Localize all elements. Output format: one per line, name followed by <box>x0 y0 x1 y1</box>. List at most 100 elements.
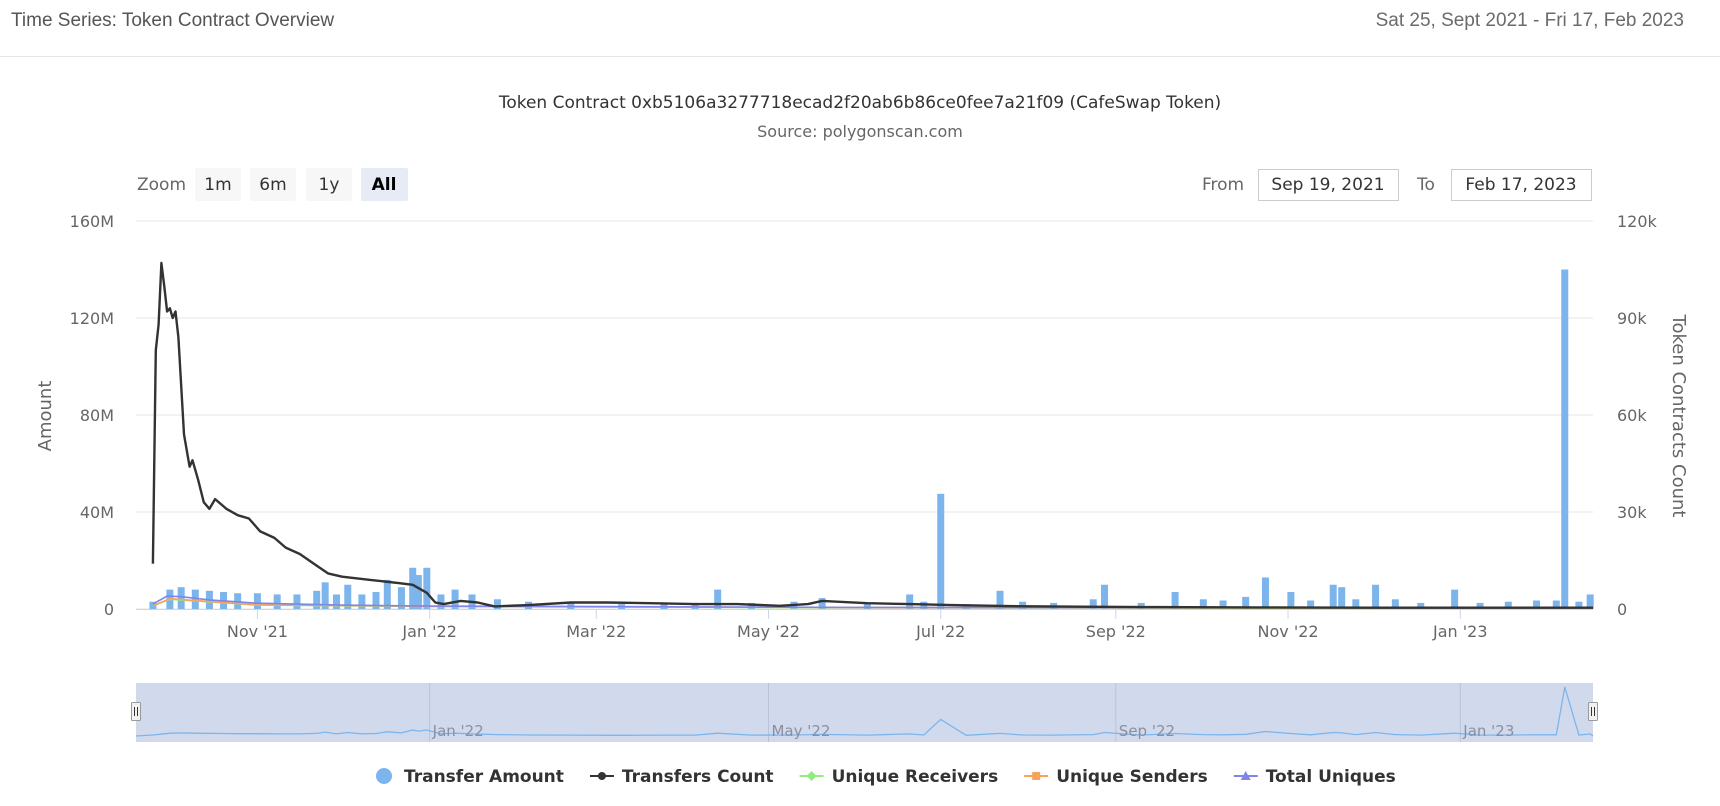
y-tick-label: 80M <box>80 406 114 425</box>
legend-item-unique-senders[interactable]: Unique Senders <box>1024 767 1208 787</box>
transfer-amount-bar[interactable] <box>437 594 445 609</box>
transfer-amount-bar[interactable] <box>691 602 699 609</box>
transfer-amount-bar[interactable] <box>1417 602 1425 609</box>
transfer-amount-bar[interactable] <box>1533 600 1541 609</box>
legend: Transfer Amount Transfers Count Unique Rec… <box>376 767 1396 787</box>
axes: 0 40M 80M 120M 160M 0 30k 60k 90k 120k Nov '21 Jan … <box>70 212 1658 641</box>
zoom-button-all-label: All <box>372 175 397 195</box>
transfer-amount-bar[interactable] <box>1504 601 1512 609</box>
navigator-left-handle[interactable] <box>131 702 141 721</box>
transfer-amount-bar[interactable] <box>372 592 380 609</box>
transfer-amount-bar[interactable] <box>332 594 340 609</box>
y2-tick-label: 90k <box>1617 309 1647 328</box>
legend-item-total-uniques[interactable]: Total Uniques <box>1233 767 1396 787</box>
legend-symbol <box>376 768 392 784</box>
zoom-button-all[interactable]: All <box>361 168 408 201</box>
x-tick-label: Nov '22 <box>1258 622 1319 641</box>
zoom-label: Zoom <box>137 175 186 195</box>
to-date-input[interactable]: Feb 17, 2023 <box>1451 169 1592 201</box>
transfer-amount-bar[interactable] <box>660 602 668 609</box>
y2-tick-label: 30k <box>1617 503 1647 522</box>
transfer-amount-bar[interactable] <box>962 604 970 609</box>
navigator-mask[interactable] <box>136 683 1593 742</box>
transfer-amount-bar[interactable] <box>1199 599 1207 609</box>
transfer-amount-bar[interactable] <box>1586 594 1594 609</box>
from-date-input[interactable]: Sep 19, 2021 <box>1258 169 1399 201</box>
transfer-amount-bar[interactable] <box>191 589 199 609</box>
y-tick-label: 40M <box>80 503 114 522</box>
transfer-amount-bar[interactable] <box>748 602 756 609</box>
transfer-amount-bar[interactable] <box>414 575 422 609</box>
zoom-button-6m[interactable]: 6m <box>250 168 296 201</box>
transfer-amount-bar[interactable] <box>358 594 366 609</box>
navigator-labels: Jan '22 May '22 Sep '22 Jan '23 <box>432 722 1515 740</box>
transfer-amount-bar[interactable] <box>1352 599 1360 609</box>
zoom-button-1m-label: 1m <box>204 175 231 195</box>
transfer-amount-bar[interactable] <box>996 590 1004 609</box>
transfer-amount-bar[interactable] <box>906 594 914 609</box>
transfer-amount-bar[interactable] <box>1307 600 1315 609</box>
transfer-amount-bar[interactable] <box>818 598 826 609</box>
transfer-amount-bar[interactable] <box>1171 592 1179 609</box>
zoom-button-1m[interactable]: 1m <box>195 168 241 201</box>
from-label: From <box>1202 175 1244 195</box>
transfer-amount-bar[interactable] <box>863 602 871 609</box>
legend-item-transfers-count[interactable]: Transfers Count <box>589 767 774 787</box>
x-tick-label: May '22 <box>737 622 800 641</box>
transfer-amount-bar[interactable] <box>313 590 321 609</box>
transfer-amount-bar[interactable] <box>273 594 281 609</box>
legend-label: Transfers Count <box>622 767 774 787</box>
transfers-count-line[interactable] <box>151 261 1593 609</box>
navigator-label: Jan '22 <box>432 722 484 740</box>
legend-item-transfer-amount[interactable]: Transfer Amount <box>376 767 564 787</box>
transfer-amount-bar[interactable] <box>451 589 459 609</box>
series-lines <box>151 261 1594 610</box>
transfer-amount-bar[interactable] <box>1476 602 1484 609</box>
transfer-amount-bar[interactable] <box>423 567 431 609</box>
transfer-amount-bar[interactable] <box>1329 584 1337 609</box>
legend-symbol-marker <box>597 772 606 780</box>
transfer-amount-bar[interactable] <box>1561 269 1569 610</box>
total-uniques-line[interactable] <box>152 595 1594 609</box>
from-date-value: Sep 19, 2021 <box>1271 175 1384 195</box>
date-range-label: Sat 25, Sept 2021 - Fri 17, Feb 2023 <box>1375 10 1684 31</box>
zoom-button-1y[interactable]: 1y <box>306 168 352 201</box>
transfer-amount-bar[interactable] <box>493 599 501 609</box>
range-selector: Zoom 1m 6m 1y All From Sep 19, 2021 To F… <box>137 168 1592 201</box>
transfer-amount-bar[interactable] <box>1261 577 1269 609</box>
transfer-amount-bar[interactable] <box>1287 592 1295 609</box>
transfer-amount-bar[interactable] <box>1391 599 1399 609</box>
transfer-amount-bar[interactable] <box>714 589 722 609</box>
transfer-amount-bar[interactable] <box>293 594 301 609</box>
transfer-amount-bar[interactable] <box>177 587 185 609</box>
transfer-amount-bar[interactable] <box>383 579 391 609</box>
navigator-label: Sep '22 <box>1119 722 1175 740</box>
navigator-right-handle[interactable] <box>1588 702 1598 721</box>
transfer-amount-bar[interactable] <box>937 493 945 609</box>
y2-tick-label: 60k <box>1617 406 1647 425</box>
navigator-label: Jan '23 <box>1462 722 1514 740</box>
transfer-amount-bar[interactable] <box>1089 599 1097 609</box>
transfer-amount-bar[interactable] <box>1451 589 1459 609</box>
transfer-amount-bar[interactable] <box>1575 601 1583 609</box>
page-header: Time Series: Token Contract Overview Sat… <box>0 0 1720 57</box>
transfer-amount-bar[interactable] <box>1552 600 1560 609</box>
transfer-amount-bar[interactable] <box>397 587 405 609</box>
transfer-amount-bar[interactable] <box>1372 584 1380 609</box>
transfer-amount-bar[interactable] <box>321 582 329 609</box>
x-tick-label: Jan '23 <box>1432 622 1488 641</box>
transfer-amount-bar[interactable] <box>253 593 261 609</box>
zoom-button-6m-label: 6m <box>259 175 286 195</box>
navigator[interactable]: Jan '22 May '22 Sep '22 Jan '23 <box>131 683 1598 742</box>
transfer-amount-bar[interactable] <box>1219 600 1227 609</box>
legend-label: Unique Senders <box>1056 767 1208 787</box>
page-title: Time Series: Token Contract Overview <box>11 10 335 31</box>
x-tick-label: Nov '21 <box>227 622 288 641</box>
transfer-amount-bar[interactable] <box>344 584 352 609</box>
transfer-amount-bar[interactable] <box>1101 584 1109 609</box>
y-tick-label: 160M <box>70 212 114 231</box>
transfer-amount-bar[interactable] <box>1338 587 1346 609</box>
legend-item-unique-receivers[interactable]: Unique Receivers <box>799 767 999 787</box>
transfer-amount-bar[interactable] <box>409 567 417 609</box>
transfer-amount-bar[interactable] <box>1242 596 1250 609</box>
